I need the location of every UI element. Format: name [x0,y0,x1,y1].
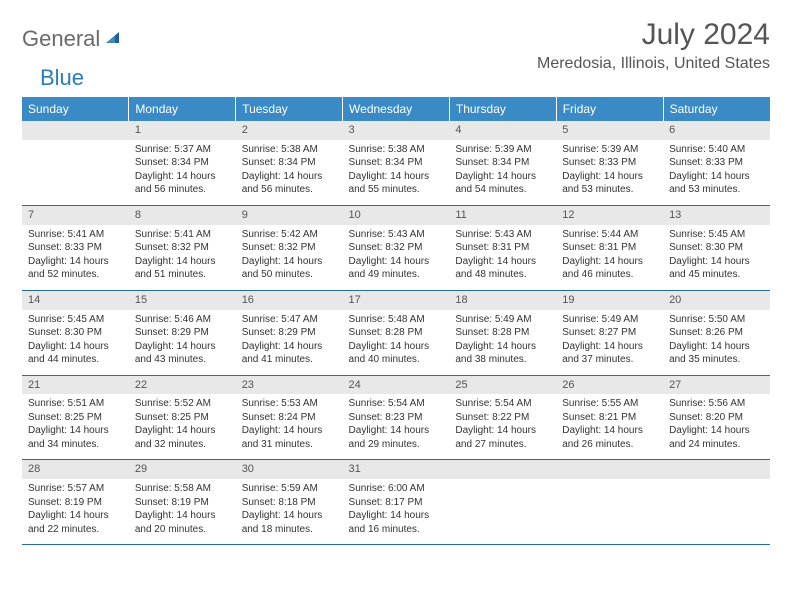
day-header: Sunday [22,97,129,121]
day-number-cell: 27 [663,375,770,394]
day-number-cell: 7 [22,205,129,224]
day-detail-cell: Sunrise: 5:54 AMSunset: 8:22 PMDaylight:… [449,394,556,460]
day-header-row: Sunday Monday Tuesday Wednesday Thursday… [22,97,770,121]
day-detail-cell: Sunrise: 5:44 AMSunset: 8:31 PMDaylight:… [556,225,663,291]
day-number-cell: 30 [236,460,343,479]
day-detail-cell: Sunrise: 6:00 AMSunset: 8:17 PMDaylight:… [343,479,450,545]
day-detail-cell: Sunrise: 5:43 AMSunset: 8:31 PMDaylight:… [449,225,556,291]
day-detail-row: Sunrise: 5:57 AMSunset: 8:19 PMDaylight:… [22,479,770,545]
day-number-cell: 25 [449,375,556,394]
day-detail-cell [449,479,556,545]
day-detail-cell: Sunrise: 5:39 AMSunset: 8:34 PMDaylight:… [449,140,556,206]
day-number-cell: 28 [22,460,129,479]
day-detail-cell: Sunrise: 5:47 AMSunset: 8:29 PMDaylight:… [236,310,343,376]
day-number-cell: 9 [236,205,343,224]
day-number-row: 78910111213 [22,205,770,224]
day-detail-cell: Sunrise: 5:41 AMSunset: 8:33 PMDaylight:… [22,225,129,291]
day-detail-cell: Sunrise: 5:57 AMSunset: 8:19 PMDaylight:… [22,479,129,545]
day-number-cell: 16 [236,290,343,309]
day-number-cell: 10 [343,205,450,224]
day-number-cell: 21 [22,375,129,394]
day-number-cell: 12 [556,205,663,224]
day-number-cell: 17 [343,290,450,309]
day-number-row: 28293031 [22,460,770,479]
day-detail-cell: Sunrise: 5:51 AMSunset: 8:25 PMDaylight:… [22,394,129,460]
day-detail-cell: Sunrise: 5:38 AMSunset: 8:34 PMDaylight:… [236,140,343,206]
day-number-row: 14151617181920 [22,290,770,309]
day-header: Tuesday [236,97,343,121]
day-detail-cell: Sunrise: 5:52 AMSunset: 8:25 PMDaylight:… [129,394,236,460]
day-detail-cell: Sunrise: 5:58 AMSunset: 8:19 PMDaylight:… [129,479,236,545]
day-number-cell: 18 [449,290,556,309]
day-detail-cell: Sunrise: 5:56 AMSunset: 8:20 PMDaylight:… [663,394,770,460]
day-header: Thursday [449,97,556,121]
day-number-cell: 20 [663,290,770,309]
day-detail-row: Sunrise: 5:37 AMSunset: 8:34 PMDaylight:… [22,140,770,206]
day-number-row: 21222324252627 [22,375,770,394]
day-detail-cell: Sunrise: 5:59 AMSunset: 8:18 PMDaylight:… [236,479,343,545]
day-number-cell: 11 [449,205,556,224]
day-detail-cell: Sunrise: 5:49 AMSunset: 8:27 PMDaylight:… [556,310,663,376]
calendar-body: 123456Sunrise: 5:37 AMSunset: 8:34 PMDay… [22,121,770,545]
day-detail-cell: Sunrise: 5:40 AMSunset: 8:33 PMDaylight:… [663,140,770,206]
flag-icon [105,28,125,51]
day-detail-cell: Sunrise: 5:46 AMSunset: 8:29 PMDaylight:… [129,310,236,376]
day-number-cell: 4 [449,121,556,140]
logo-text-1: General [22,26,100,52]
day-number-cell: 6 [663,121,770,140]
day-detail-cell: Sunrise: 5:53 AMSunset: 8:24 PMDaylight:… [236,394,343,460]
location-text: Meredosia, Illinois, United States [537,55,770,73]
day-header: Monday [129,97,236,121]
day-detail-cell: Sunrise: 5:41 AMSunset: 8:32 PMDaylight:… [129,225,236,291]
day-detail-cell: Sunrise: 5:54 AMSunset: 8:23 PMDaylight:… [343,394,450,460]
day-number-cell [22,121,129,140]
day-detail-cell: Sunrise: 5:39 AMSunset: 8:33 PMDaylight:… [556,140,663,206]
day-number-cell: 31 [343,460,450,479]
day-number-cell: 2 [236,121,343,140]
day-detail-cell: Sunrise: 5:43 AMSunset: 8:32 PMDaylight:… [343,225,450,291]
day-number-cell: 29 [129,460,236,479]
logo-text-2: Blue [40,65,84,91]
day-number-cell: 8 [129,205,236,224]
day-number-row: 123456 [22,121,770,140]
day-number-cell: 13 [663,205,770,224]
day-detail-cell: Sunrise: 5:37 AMSunset: 8:34 PMDaylight:… [129,140,236,206]
day-number-cell: 1 [129,121,236,140]
day-detail-cell: Sunrise: 5:45 AMSunset: 8:30 PMDaylight:… [663,225,770,291]
day-number-cell [556,460,663,479]
title-block: July 2024 Meredosia, Illinois, United St… [537,18,770,73]
day-number-cell: 24 [343,375,450,394]
day-detail-row: Sunrise: 5:41 AMSunset: 8:33 PMDaylight:… [22,225,770,291]
day-number-cell: 19 [556,290,663,309]
day-number-cell [449,460,556,479]
day-detail-row: Sunrise: 5:51 AMSunset: 8:25 PMDaylight:… [22,394,770,460]
day-number-cell [663,460,770,479]
day-number-cell: 26 [556,375,663,394]
day-detail-cell [22,140,129,206]
day-detail-cell: Sunrise: 5:48 AMSunset: 8:28 PMDaylight:… [343,310,450,376]
day-number-cell: 14 [22,290,129,309]
day-number-cell: 23 [236,375,343,394]
day-number-cell: 5 [556,121,663,140]
day-detail-cell: Sunrise: 5:55 AMSunset: 8:21 PMDaylight:… [556,394,663,460]
day-detail-cell: Sunrise: 5:49 AMSunset: 8:28 PMDaylight:… [449,310,556,376]
day-detail-cell [556,479,663,545]
day-detail-cell: Sunrise: 5:50 AMSunset: 8:26 PMDaylight:… [663,310,770,376]
day-detail-row: Sunrise: 5:45 AMSunset: 8:30 PMDaylight:… [22,310,770,376]
logo: General [22,18,127,52]
day-detail-cell: Sunrise: 5:45 AMSunset: 8:30 PMDaylight:… [22,310,129,376]
day-number-cell: 3 [343,121,450,140]
day-number-cell: 15 [129,290,236,309]
day-header: Saturday [663,97,770,121]
day-detail-cell [663,479,770,545]
month-title: July 2024 [537,18,770,52]
day-number-cell: 22 [129,375,236,394]
day-detail-cell: Sunrise: 5:42 AMSunset: 8:32 PMDaylight:… [236,225,343,291]
day-detail-cell: Sunrise: 5:38 AMSunset: 8:34 PMDaylight:… [343,140,450,206]
day-header: Wednesday [343,97,450,121]
day-header: Friday [556,97,663,121]
calendar-table: Sunday Monday Tuesday Wednesday Thursday… [22,97,770,545]
